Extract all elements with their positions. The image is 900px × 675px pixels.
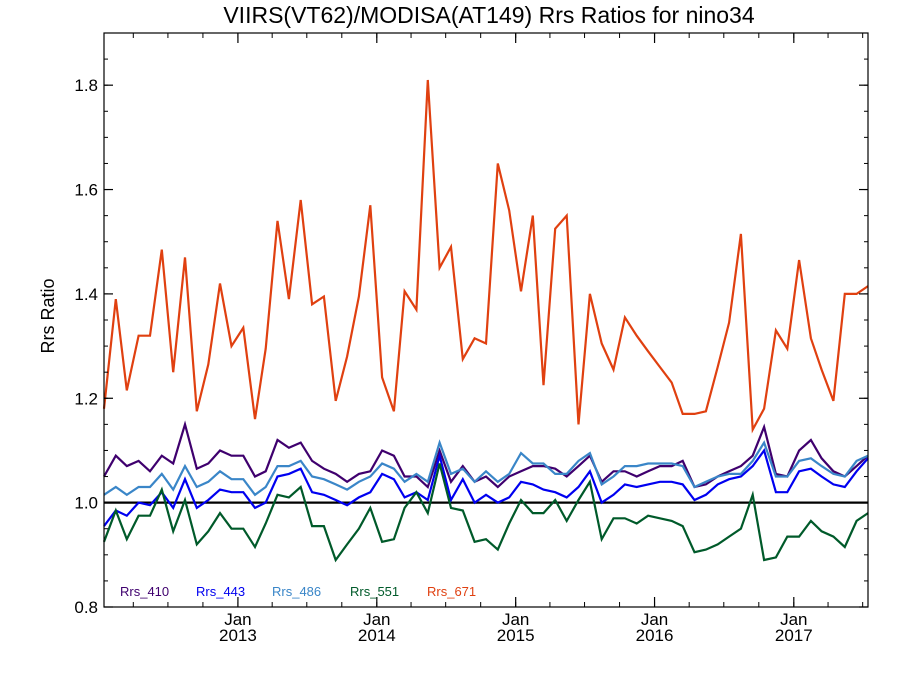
- y-tick-label: 1.2: [74, 389, 98, 408]
- legend-item-rrs-671: Rrs_671: [427, 584, 476, 599]
- x-tick-label-month: Jan: [780, 610, 807, 629]
- series-line-rrs-551: [102, 463, 869, 563]
- legend-item-rrs-486: Rrs_486: [272, 584, 321, 599]
- y-tick-label: 1.6: [74, 181, 98, 200]
- y-tick-label: 1.0: [74, 494, 98, 513]
- y-axis-label: Rrs Ratio: [38, 278, 58, 353]
- x-tick-label-year: 2017: [775, 626, 813, 645]
- series-line-rrs-671: [102, 79, 869, 434]
- y-tick-label: 1.4: [74, 285, 98, 304]
- y-tick-label: 0.8: [74, 598, 98, 617]
- legend: Rrs_410 Rrs_443 Rrs_486 Rrs_551 Rrs_671: [120, 584, 476, 599]
- x-tick-label-year: 2016: [636, 626, 674, 645]
- legend-item-rrs-410: Rrs_410: [120, 584, 169, 599]
- x-tick-label-year: 2013: [219, 626, 257, 645]
- axes-layer: 0.81.01.21.41.61.8Jan2013Jan2014Jan2015J…: [74, 32, 869, 645]
- series-layer: [102, 79, 869, 563]
- x-tick-label-month: Jan: [224, 610, 251, 629]
- x-tick-label-year: 2014: [358, 626, 396, 645]
- series-line-rrs-486: [103, 439, 869, 497]
- series-line-rrs-410: [103, 420, 869, 489]
- legend-item-rrs-551: Rrs_551: [350, 584, 399, 599]
- x-tick-label-month: Jan: [502, 610, 529, 629]
- y-tick-label: 1.8: [74, 76, 98, 95]
- x-tick-label-year: 2015: [497, 626, 535, 645]
- chart-title: VIIRS(VT62)/MODISA(AT149) Rrs Ratios for…: [223, 2, 754, 28]
- x-tick-label-month: Jan: [363, 610, 390, 629]
- legend-item-rrs-443: Rrs_443: [196, 584, 245, 599]
- plot-frame: [103, 32, 869, 608]
- x-tick-label-month: Jan: [641, 610, 668, 629]
- series-line-rrs-443: [103, 448, 869, 527]
